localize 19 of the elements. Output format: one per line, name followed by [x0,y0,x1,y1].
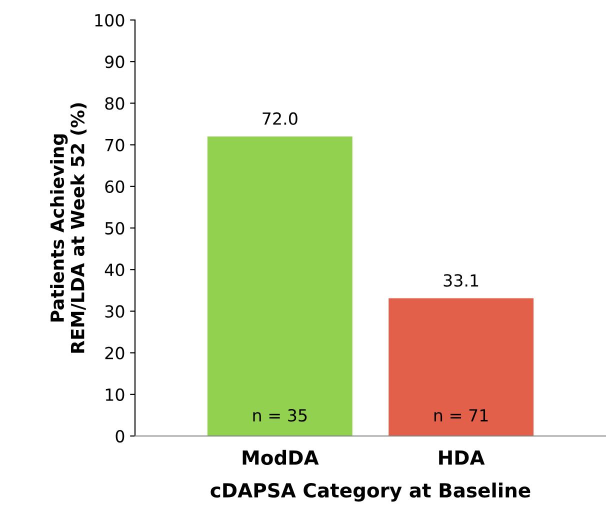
y-tick-label: 90 [105,56,124,68]
y-tick-label: 100 [95,14,124,27]
data-label: 33.1 [444,274,478,287]
y-tick-label: 50 [105,222,124,235]
annotation: n = 71 [434,409,488,422]
annotation: n = 35 [253,409,307,422]
y-tick-label: 60 [105,180,124,193]
y-tick-label: 40 [104,264,124,276]
y-tick-label: 30 [105,305,124,318]
y-tick-label: 80 [105,97,124,110]
x-tick-label: HDA [439,450,485,465]
y-tick-label: 0 [116,430,124,443]
y-axis-title: Patients Achieving REM/LDA at Week 52 (%) [50,103,87,353]
y-tick-label: 70 [105,138,124,152]
y-tick-label: 20 [105,346,124,360]
x-tick-label: ModDA [242,450,319,465]
data-label: 72.0 [262,112,298,125]
y-tick-label: 10 [106,388,124,401]
x-axis-title: cDAPSA Category at Baseline [210,482,530,502]
